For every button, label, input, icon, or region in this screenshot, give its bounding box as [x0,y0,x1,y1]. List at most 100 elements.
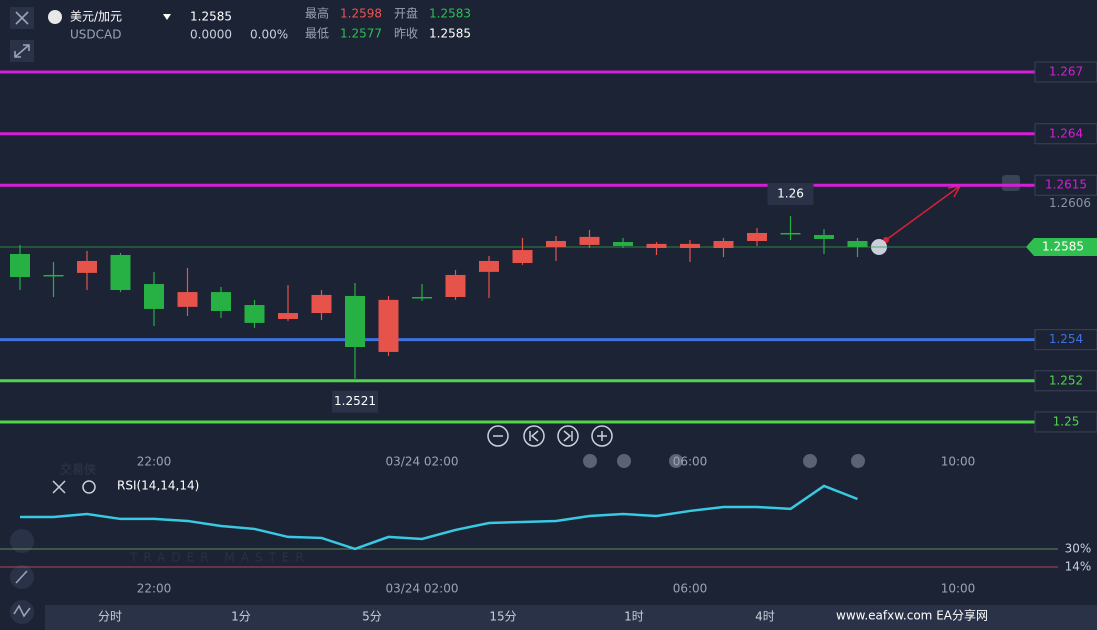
candle-body [680,243,700,248]
tab[interactable]: 1分 [231,610,251,624]
candle-body [613,242,633,246]
to-start[interactable] [523,425,545,447]
candle-body [512,250,533,264]
candle-body [378,299,399,352]
x-tick-label: 10:00 [941,455,976,469]
tab[interactable]: 15分 [489,610,516,624]
level-label-box [1034,370,1097,392]
candle-body [479,260,499,272]
stat-value: 1.2583 [429,7,471,21]
event-dot[interactable] [583,454,597,468]
annotation-box [767,183,814,206]
candle-body [10,253,30,278]
x-tick-label: 06:00 [673,455,708,469]
x-tick-label: 22:00 [137,455,172,469]
candle-body [43,274,64,277]
candle-tool[interactable] [10,529,34,553]
x-tick-label: 22:00 [137,582,172,596]
level-label-box [1034,123,1097,145]
event-dot[interactable] [803,454,817,468]
candle-body [579,236,600,245]
x-tick-label: 10:00 [941,582,976,596]
tab[interactable]: 1时 [624,610,644,624]
candle-body [412,296,432,299]
level-label-box [1034,329,1097,351]
candle-body [244,305,265,323]
candle-body [445,274,466,297]
candle-body [77,260,97,273]
event-dots [583,454,865,468]
watermark-sub: TRADER MASTER [129,551,310,565]
level-label: 1.252 [1049,373,1083,387]
dropdown[interactable] [163,14,171,20]
toolbar-left [10,7,34,624]
event-dot[interactable] [617,454,631,468]
code: USDCAD [70,28,121,42]
candle-body [814,235,834,239]
level-label: 1.254 [1049,332,1083,346]
zoom-in[interactable] [591,425,613,447]
rsi-line [20,484,858,551]
rsi-settings[interactable] [82,480,96,494]
change: 0.0000 [190,28,232,42]
watermark-logo: 交易侠 [60,462,97,477]
candle-body [311,294,332,314]
price: 1.2585 [190,10,232,24]
event-dot[interactable] [851,454,865,468]
level-label: 1.264 [1049,126,1083,140]
level-label-box [1034,411,1097,433]
annotation: 1.26 [777,187,804,201]
alert-button[interactable] [1002,175,1020,191]
candle-body [646,243,667,248]
x-tick-label: 03/24 02:00 [386,582,459,596]
rsi-level-label: 30% [1065,541,1092,555]
stat-label: 最低 [305,27,329,41]
candle-body [211,292,231,311]
change-pct: 0.00% [250,28,288,42]
stat-value: 1.2598 [340,7,382,21]
rsi-level-label: 14% [1065,559,1092,573]
flag [48,10,62,24]
candle-body [110,254,131,290]
level-label-box [1034,61,1097,83]
stat-value: 1.2577 [340,27,382,41]
stat-label: 昨收 [394,27,418,41]
stat-label: 最高 [305,6,329,21]
to-end[interactable] [557,425,579,447]
candle-body [713,241,734,248]
x-tick-label: 06:00 [673,582,708,596]
candle-body [780,232,801,235]
zoom-controls [487,425,613,447]
event-dot[interactable] [669,454,683,468]
tab[interactable]: 分时 [98,610,122,624]
stat-label: 开盘 [394,6,418,21]
tab-bar [45,605,1097,630]
candle-body [847,241,868,247]
level-label: 1.25 [1053,414,1080,428]
shrink-icon [14,44,30,58]
annotation: 1.2521 [334,394,376,408]
annotation-box [332,390,378,413]
rsi-close[interactable] [52,480,66,494]
symbol[interactable]: 美元/加元 [70,10,122,24]
candle-body [144,284,164,309]
tab[interactable]: 5分 [362,610,382,624]
candle-body [345,295,365,348]
level-label: 1.267 [1049,64,1083,78]
level-label-box [1034,174,1097,196]
zoom-out[interactable] [487,425,509,447]
stat-value: 1.2585 [429,27,471,41]
rsi-title: RSI(14,14,14) [117,479,199,493]
marker-price-label: 1.2606 [1049,196,1091,210]
candle-body [747,232,767,242]
level-label: 1.2615 [1045,178,1087,192]
last-price-label: 1.2585 [1042,239,1084,253]
candle-body [177,292,198,307]
indicator-icon [13,604,31,618]
candle-body [278,313,298,320]
tab[interactable]: 4时 [755,610,775,624]
candle-body [546,241,566,247]
close-icon [15,11,29,25]
